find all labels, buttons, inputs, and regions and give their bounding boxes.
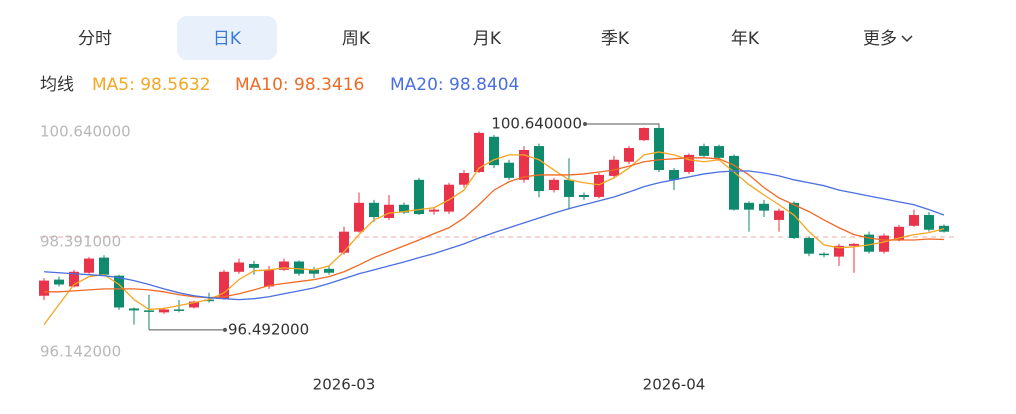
candle-body <box>489 136 499 166</box>
candle-body <box>369 202 379 217</box>
ma-line <box>43 151 945 325</box>
candle-body <box>819 253 829 256</box>
annotation-label: 96.492000 <box>228 320 309 338</box>
candle-body <box>864 234 874 252</box>
candle-body <box>744 202 754 210</box>
candle-body <box>414 179 424 215</box>
y-tick-label: 98.391000 <box>40 233 121 251</box>
candle-body <box>474 132 484 172</box>
candle-body <box>324 268 334 273</box>
candle-body <box>264 269 274 287</box>
candle-body <box>249 263 259 268</box>
annotation-dot <box>583 122 587 126</box>
candle-body <box>714 146 724 158</box>
candle-body <box>849 243 859 246</box>
legend-entry: MA20: 98.8404 <box>390 75 519 95</box>
tab[interactable]: 周K <box>342 29 371 49</box>
ma-line <box>44 157 945 299</box>
y-tick-label: 100.640000 <box>40 123 131 141</box>
legend-entry: MA5: 98.5632 <box>92 75 211 95</box>
candle-body <box>594 174 604 197</box>
annotation-dot <box>223 327 227 332</box>
candle-body <box>759 203 769 211</box>
tab[interactable]: 日K <box>213 29 242 49</box>
ma-line <box>43 170 945 301</box>
candle-body <box>579 194 589 197</box>
candle-body <box>309 269 319 274</box>
tab[interactable]: 更多 <box>863 29 897 49</box>
candle-body <box>774 210 784 220</box>
candle-body <box>99 257 109 275</box>
candle-body <box>54 279 64 285</box>
candle-body <box>429 209 439 212</box>
legend-title: 均线 <box>40 75 74 95</box>
candle-body <box>174 309 184 311</box>
candle-body <box>789 202 799 239</box>
candle-body <box>69 271 79 287</box>
candle-body <box>459 172 469 185</box>
candle-body <box>234 262 244 272</box>
candle-body <box>639 127 649 141</box>
more-chevron[interactable] <box>901 35 913 43</box>
candle-body <box>879 235 889 252</box>
candle-body <box>654 127 664 171</box>
candle-body <box>804 238 814 254</box>
candle-body <box>564 179 574 197</box>
candle-body <box>444 184 454 212</box>
x-tick-label: 2026-03 <box>313 376 376 394</box>
candle-body <box>39 280 49 296</box>
annotation-label: 100.640000 <box>491 115 582 133</box>
tab[interactable]: 季K <box>601 29 630 49</box>
candle-body <box>339 231 349 253</box>
candle-body <box>669 170 679 180</box>
candle-body <box>549 179 559 191</box>
candle-body <box>609 159 619 176</box>
candle-body <box>399 204 409 213</box>
tab[interactable]: 月K <box>473 29 502 49</box>
candle-body <box>519 149 529 180</box>
candle-body <box>624 148 634 162</box>
candle-body <box>204 299 214 302</box>
candle-body <box>159 309 169 313</box>
candle-body <box>129 308 139 311</box>
candle-body <box>114 275 124 308</box>
y-tick-label: 96.142000 <box>40 343 121 361</box>
legend-entry: MA10: 98.3416 <box>235 75 364 95</box>
candle-body <box>354 202 364 232</box>
annotation-leader <box>585 123 660 127</box>
candle-body <box>834 245 844 257</box>
candle-body <box>84 258 94 273</box>
candle-body <box>384 204 394 218</box>
candle-body <box>729 155 739 210</box>
candle-body <box>189 301 199 308</box>
candle-body <box>504 162 514 178</box>
candle-body <box>699 146 709 156</box>
candle-body <box>144 310 154 312</box>
candle-body <box>684 154 694 172</box>
x-tick-label: 2026-04 <box>643 376 706 394</box>
candle-body <box>219 271 229 299</box>
candle-body <box>279 261 289 270</box>
candle-body <box>909 215 919 226</box>
candle-body <box>294 261 304 274</box>
tab[interactable]: 年K <box>731 29 760 49</box>
tab[interactable]: 分时 <box>78 29 112 49</box>
candle-body <box>894 226 904 240</box>
candle-body <box>534 146 544 192</box>
active-tab-background <box>177 16 277 60</box>
candle-body <box>924 215 934 230</box>
